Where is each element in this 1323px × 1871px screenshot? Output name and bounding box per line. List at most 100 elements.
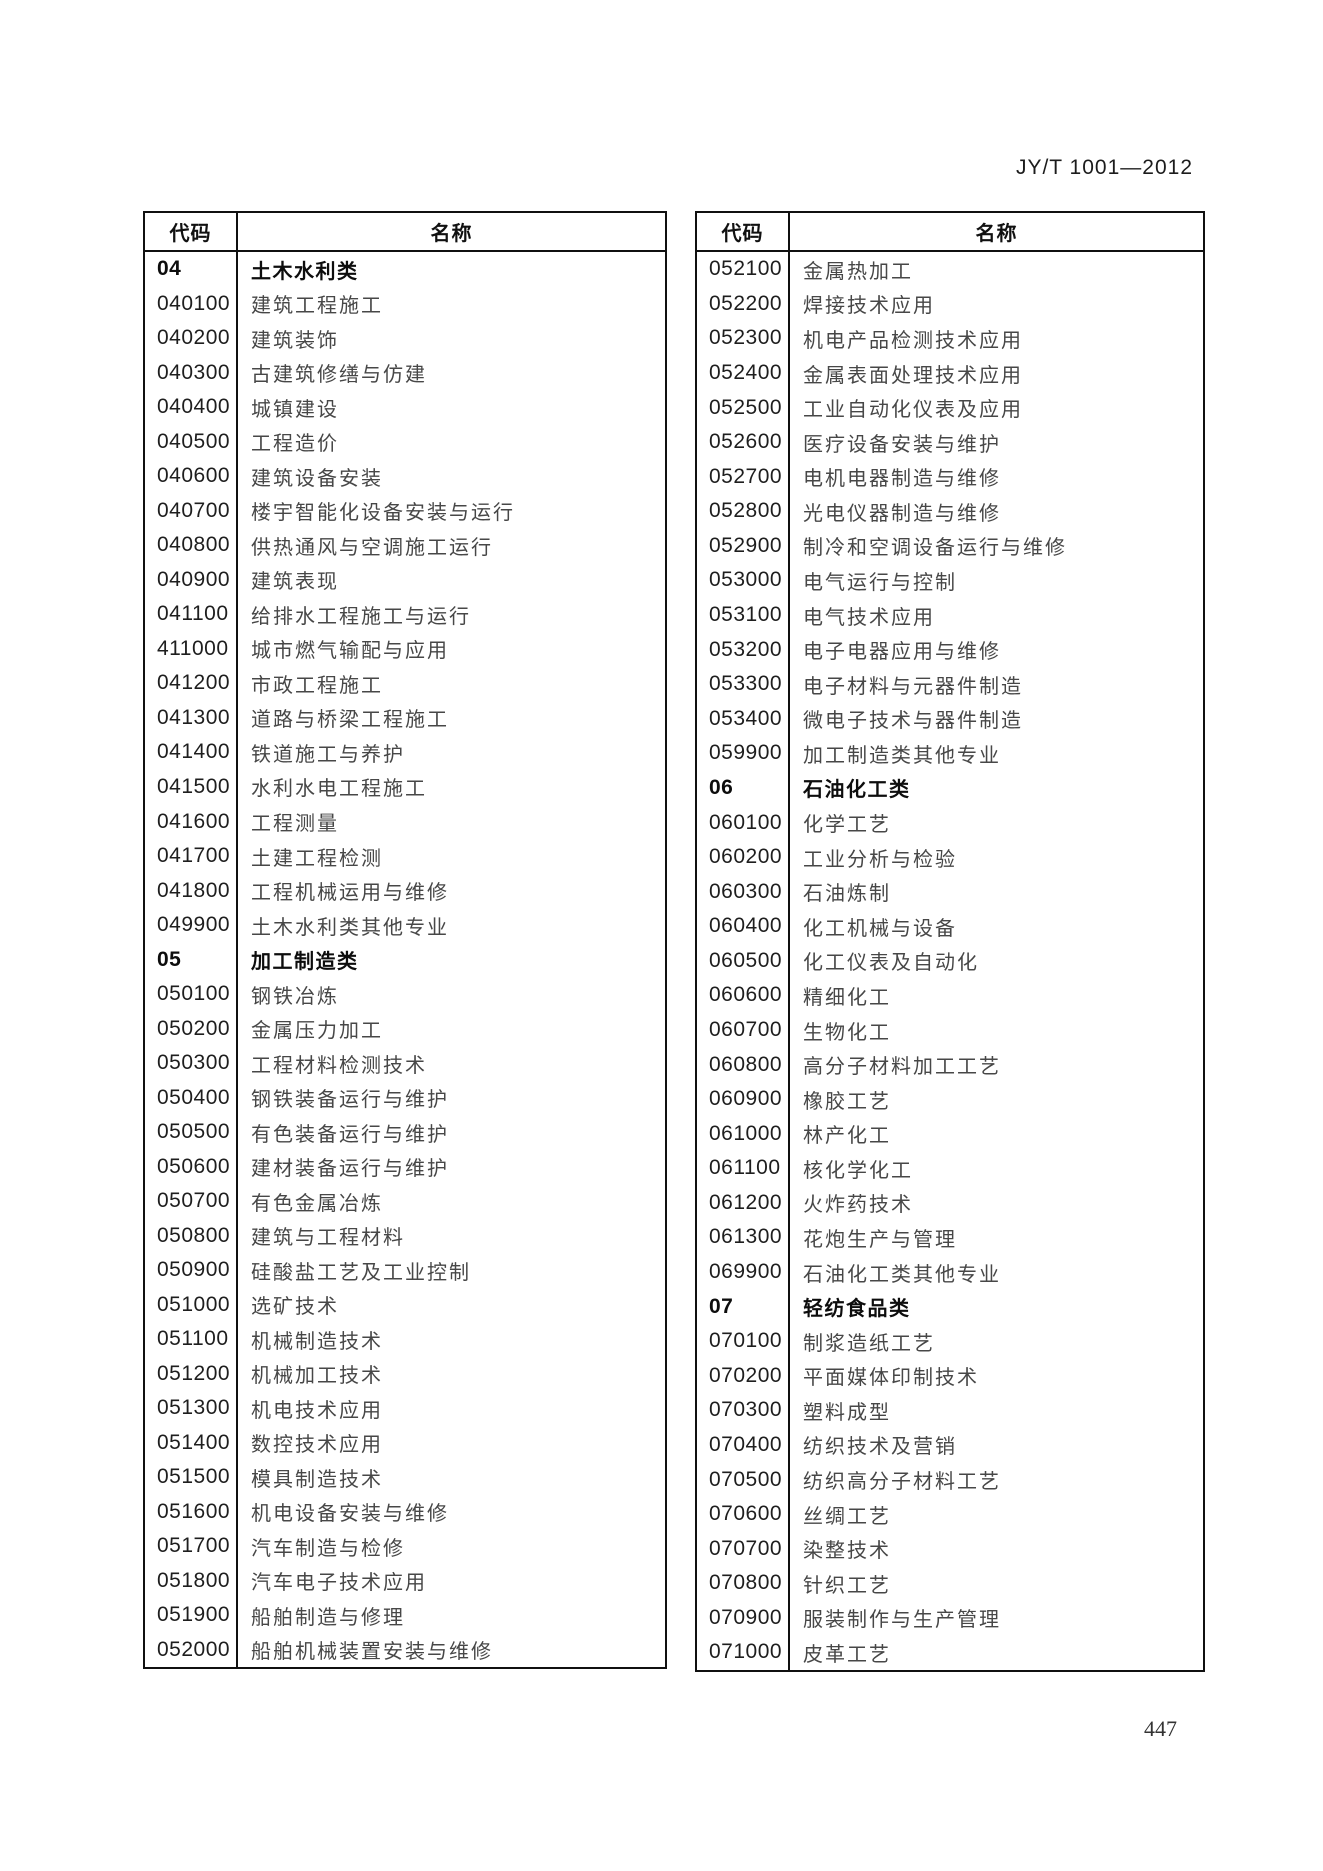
name-cell: 有色金属冶炼	[251, 1192, 383, 1215]
table-row: 070200 平面媒体印制技术	[697, 1358, 1203, 1394]
code-cell: 041500	[145, 769, 238, 805]
code-cell: 040600	[145, 459, 238, 494]
code-cell: 060200	[697, 839, 790, 875]
name-cell: 化工仪表及自动化	[803, 952, 979, 975]
name-cell: 塑料成型	[803, 1401, 891, 1424]
table-row: 060100 化学工艺	[697, 805, 1203, 840]
table-body: 052100 金属热加工 052200 焊接技术应用 052300 机电产品检测技术应用 0…	[697, 252, 1203, 1670]
table-row: 041500 水利水电工程施工	[145, 769, 665, 805]
table-row: 052800 光电仪器制造与维修	[697, 494, 1203, 529]
name-cell: 数控技术应用	[251, 1434, 383, 1457]
table-row: 050500 有色装备运行与维护	[145, 1114, 665, 1150]
code-cell: 041600	[145, 804, 238, 839]
name-cell: 土木水利类	[251, 260, 359, 283]
name-cell: 生物化工	[803, 1021, 891, 1044]
code-cell: 052500	[697, 390, 790, 425]
table-row: 070800 针织工艺	[697, 1565, 1203, 1601]
code-cell: 06	[697, 770, 790, 806]
name-cell: 建筑设备安装	[251, 467, 383, 490]
code-cell: 041400	[145, 735, 238, 770]
table-row: 049900 土木水利类其他专业	[145, 907, 665, 943]
code-cell: 070600	[697, 1496, 790, 1532]
table-row: 052600 医疗设备安装与维护	[697, 424, 1203, 460]
code-cell: 061100	[697, 1151, 790, 1186]
code-cell: 040800	[145, 528, 238, 563]
name-cell: 供热通风与空调施工运行	[251, 536, 493, 559]
code-table-left: 代码 名称 04 土木水利类 040100 建筑工程施工 040200 建筑装饰 04030…	[143, 211, 667, 1669]
name-cell: 城镇建设	[251, 398, 339, 421]
table-row: 05 加工制造类	[145, 942, 665, 977]
name-cell: 电气技术应用	[803, 606, 935, 629]
code-cell: 070400	[697, 1427, 790, 1463]
code-cell: 051500	[145, 1460, 238, 1495]
name-cell: 化工机械与设备	[803, 917, 957, 940]
name-cell: 机械制造技术	[251, 1330, 383, 1353]
code-cell: 060700	[697, 1012, 790, 1048]
table-row: 040400 城镇建设	[145, 390, 665, 425]
table-row: 050600 建材装备运行与维护	[145, 1149, 665, 1184]
name-cell: 工程造价	[251, 433, 339, 456]
code-cell: 053000	[697, 563, 790, 598]
code-cell: 050900	[145, 1252, 238, 1288]
name-cell: 工程机械运用与维修	[251, 882, 449, 905]
table-row: 040100 建筑工程施工	[145, 286, 665, 322]
code-cell: 050100	[145, 976, 238, 1012]
code-cell: 060900	[697, 1081, 790, 1117]
code-cell: 060400	[697, 908, 790, 944]
table-row: 04 土木水利类	[145, 252, 665, 287]
name-cell: 钢铁冶炼	[251, 985, 339, 1008]
table-row: 051700 汽车制造与检修	[145, 1529, 665, 1564]
table-row: 071000 皮革工艺	[697, 1635, 1203, 1670]
name-cell: 染整技术	[803, 1540, 891, 1563]
code-cell: 050700	[145, 1183, 238, 1219]
name-cell: 工程材料检测技术	[251, 1054, 427, 1077]
table-row: 051500 模具制造技术	[145, 1460, 665, 1495]
table-row: 041100 给排水工程施工与运行	[145, 597, 665, 632]
code-cell: 050300	[145, 1045, 238, 1081]
table-row: 041200 市政工程施工	[145, 666, 665, 701]
standard-number-header: JY/T 1001—2012	[1015, 156, 1193, 179]
name-cell: 工业分析与检验	[803, 848, 957, 871]
table-row: 053200 电子电器应用与维修	[697, 632, 1203, 667]
name-cell: 船舶制造与修理	[251, 1606, 405, 1629]
name-cell: 给排水工程施工与运行	[251, 605, 471, 628]
code-cell: 070500	[697, 1462, 790, 1497]
name-cell: 船舶机械装置安装与维修	[251, 1641, 493, 1664]
name-cell: 光电仪器制造与维修	[803, 502, 1001, 525]
table-row: 052900 制冷和空调设备运行与维修	[697, 528, 1203, 564]
code-cell: 051300	[145, 1391, 238, 1426]
table-row: 070100 制浆造纸工艺	[697, 1323, 1203, 1359]
code-cell: 060100	[697, 805, 790, 840]
column-header-code: 代码	[145, 213, 238, 250]
code-cell: 051400	[145, 1425, 238, 1461]
name-cell: 有色装备运行与维护	[251, 1123, 449, 1146]
code-cell: 070900	[697, 1600, 790, 1636]
table-row: 051200 机械加工技术	[145, 1356, 665, 1392]
code-cell: 050400	[145, 1080, 238, 1115]
code-cell: 051900	[145, 1598, 238, 1633]
name-cell: 纺织技术及营销	[803, 1436, 957, 1459]
code-cell: 060500	[697, 943, 790, 979]
name-cell: 医疗设备安装与维护	[803, 433, 1001, 456]
table-row: 040700 楼宇智能化设备安装与运行	[145, 493, 665, 529]
name-cell: 古建筑修缮与仿建	[251, 364, 427, 387]
name-cell: 精细化工	[803, 986, 891, 1009]
name-cell: 机电技术应用	[251, 1399, 383, 1422]
table-row: 040900 建筑表现	[145, 562, 665, 598]
table-row: 070500 纺织高分子材料工艺	[697, 1462, 1203, 1497]
column-header-code: 代码	[697, 213, 790, 250]
code-cell: 070800	[697, 1565, 790, 1601]
table-row: 059900 加工制造类其他专业	[697, 736, 1203, 771]
table-row: 051800 汽车电子技术应用	[145, 1563, 665, 1599]
name-cell: 电机电器制造与维修	[803, 468, 1001, 491]
name-cell: 橡胶工艺	[803, 1090, 891, 1113]
table-row: 051900 船舶制造与修理	[145, 1598, 665, 1633]
name-cell: 道路与桥梁工程施工	[251, 709, 449, 732]
name-cell: 火炸药技术	[803, 1194, 913, 1217]
table-row: 040200 建筑装饰	[145, 321, 665, 356]
table-row: 041800 工程机械运用与维修	[145, 873, 665, 908]
column-header-name: 名称	[975, 223, 1018, 245]
table-row: 060300 石油炼制	[697, 874, 1203, 909]
table-row: 060400 化工机械与设备	[697, 908, 1203, 944]
